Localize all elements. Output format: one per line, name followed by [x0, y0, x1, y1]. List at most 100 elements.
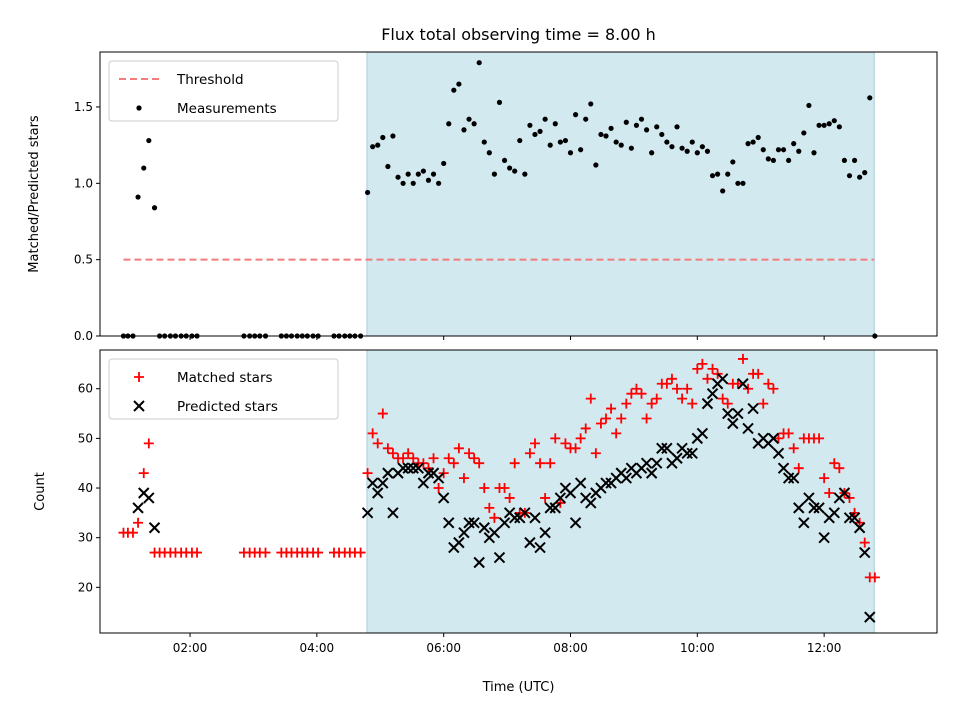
predicted-stars-point [498, 517, 511, 529]
matched-stars-point [641, 413, 652, 424]
matched-stars-point [382, 443, 393, 454]
x-axis-label: Time (UTC) [482, 680, 555, 695]
measurements-point [796, 148, 802, 154]
predicted-stars-point [864, 611, 876, 623]
top-observing-window-shade [366, 52, 875, 336]
predicted-stars-point [372, 487, 384, 499]
matched-stars-point [651, 393, 662, 404]
matched-stars-point [666, 373, 677, 384]
predicted-stars-point [382, 467, 394, 479]
matched-stars-point [712, 368, 723, 379]
measurements-point [151, 205, 158, 211]
bottom-observing-window-shade [366, 350, 875, 633]
measurements-point [135, 194, 141, 200]
matched-stars-point [448, 458, 459, 469]
matched-stars-point [545, 458, 556, 469]
predicted-stars-point [671, 452, 683, 464]
bottom-legend-swatches [133, 372, 145, 412]
measurements-point [380, 134, 386, 141]
matched-stars-point [362, 468, 373, 479]
predicted-stars-point [772, 447, 785, 459]
measurements-point [694, 150, 700, 156]
measurements-point [821, 122, 827, 128]
predicted-stars-point [539, 527, 551, 539]
matched-stars-point [585, 393, 596, 404]
measurements-point [420, 168, 426, 174]
matched-stars-point [524, 448, 535, 459]
predicted-stars-point [722, 407, 734, 420]
measurements-point [806, 102, 812, 109]
predicted-stars-point [132, 502, 144, 514]
matched-stars-point [859, 537, 870, 548]
measurements-point [567, 150, 574, 156]
predicted-stars-point [488, 527, 501, 539]
measurements-point [598, 131, 604, 138]
measurements-point [400, 180, 406, 186]
x-tick-label: 02:00 [173, 641, 208, 655]
bottom-data-marks [118, 353, 880, 623]
predicted-stars-point [377, 477, 389, 489]
measurements-point [395, 174, 401, 180]
matched-stars-point [433, 483, 444, 494]
matched-stars-point [661, 378, 672, 389]
measurements-point [628, 145, 634, 151]
matched-stars-point [646, 398, 657, 409]
measurements-point [491, 171, 498, 177]
predicted-stars-point [645, 467, 658, 479]
predicted-stars-point [544, 502, 556, 514]
predicted-stars-point [732, 407, 744, 420]
measurements-point [704, 148, 711, 154]
top-panel: 0.0 0.5 1.0 1.5 Flux total observing time =… [27, 25, 938, 343]
y-tick-label: 50 [78, 431, 93, 445]
measurements-point [643, 127, 650, 133]
measurements-point [456, 81, 462, 87]
measurements-point [841, 157, 848, 164]
measurements-point [664, 139, 670, 145]
y-tick-label: 0.0 [74, 329, 93, 343]
measurements-point [415, 171, 421, 177]
measurements-point [623, 119, 629, 125]
matched-stars-point [555, 497, 566, 508]
measurements-point [608, 125, 614, 131]
matched-stars-point [793, 463, 804, 474]
measurements-point [578, 147, 584, 153]
matched-stars-point [560, 438, 571, 449]
predicted-stars-point [737, 378, 749, 390]
predicted-stars-point [742, 422, 754, 435]
predicted-stars-point [443, 517, 455, 529]
matched-stars-point [398, 453, 409, 464]
predicted-stars-point [716, 373, 729, 385]
measurements-point [547, 142, 553, 148]
measurements-point [730, 159, 736, 165]
measurements-point [146, 137, 152, 144]
predicted-stars-point [529, 512, 541, 524]
predicted-stars-point [808, 502, 820, 514]
bottom-axis-ticks: 20 30 40 50 60 02:00 04:00 06:00 08:00 10:00 12:00 [78, 350, 875, 655]
predicted-stars-point [453, 536, 465, 549]
matched-stars-point [575, 433, 586, 444]
matched-stars-point [313, 547, 324, 558]
matched-stars-point [138, 468, 149, 479]
predicted-stars-point [468, 517, 480, 529]
measurements-point [425, 177, 432, 183]
matched-stars-point [509, 458, 520, 469]
matched-stars-point [601, 413, 612, 424]
matched-stars-point [580, 423, 591, 434]
predicted-stars-point [620, 472, 633, 484]
matched-stars-point [408, 453, 419, 464]
predicted-stars-point [777, 462, 790, 474]
matched-stars-point [458, 473, 469, 484]
predicted-stars-point [432, 472, 445, 484]
legend-swatch-predicted-stars [133, 400, 145, 412]
measurements-point [725, 171, 731, 177]
measurements-point [522, 171, 528, 177]
measurements-point [385, 163, 391, 170]
predicted-stars-point [478, 522, 490, 534]
x-tick-label: 08:00 [553, 641, 588, 655]
measurements-point [720, 188, 726, 194]
bottom-plot-frame [99, 349, 938, 634]
matched-stars-point [443, 453, 454, 464]
predicted-stars-point [407, 462, 419, 474]
measurements-point [537, 128, 543, 134]
measurements-point [476, 60, 482, 66]
